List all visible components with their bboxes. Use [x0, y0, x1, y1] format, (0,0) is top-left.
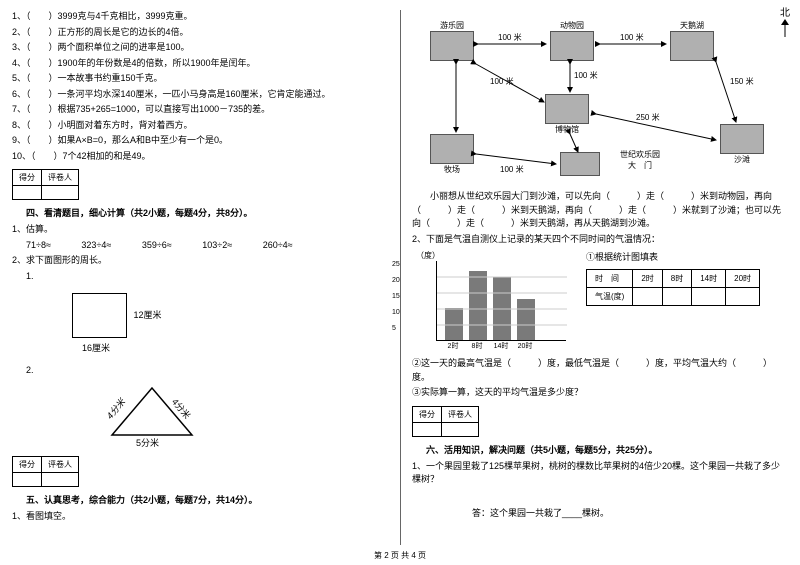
q2-label: 2、下面是气温自测仪上记录的某天四个不同时间的气温情况：	[412, 233, 788, 247]
estimate-item: 71÷8≈	[26, 240, 51, 250]
dist-label: 100 米	[500, 164, 524, 175]
judgment-item: 7、（ ）根据735+265=1000，可以直接写出1000－735的差。	[12, 103, 388, 117]
estimate-item: 260÷4≈	[263, 240, 293, 250]
judgment-item: 3、（ ）两个面积单位之间的进率是100。	[12, 41, 388, 55]
dist-label: 150 米	[730, 76, 754, 87]
square-figure: 12厘米 16厘米	[72, 293, 388, 354]
estimate-item: 323÷4≈	[81, 240, 111, 250]
ytick: 5	[392, 321, 400, 337]
map-question: 小丽想从世纪欢乐园大门到沙滩，可以先向（ ）走（ ）米到动物园，再向（ ）走（ …	[412, 190, 788, 231]
score-cell: 得分	[13, 170, 42, 186]
q6-1: 1、一个果园里栽了125棵苹果树，桃树的棵数比苹果树的4倍少20棵。这个果园一共…	[412, 460, 788, 487]
ytick: 15	[392, 289, 400, 305]
chart-q2: ②这一天的最高气温是（ ）度，最低气温是（ ）度，平均气温大约（ ）度。	[412, 357, 788, 384]
judgment-item: 8、（ ）小明面对着东方时，背对着西方。	[12, 119, 388, 133]
temp-cell: 8时	[662, 270, 691, 288]
temp-table: 时 间 2时 8时 14时 20时 气温(度)	[586, 269, 760, 306]
estimate-item: 359÷6≈	[142, 240, 172, 250]
compass-icon: 北	[778, 4, 792, 42]
temp-cell: 14时	[692, 270, 726, 288]
judgment-item: 1、（ ）3999克与4千克相比，3999克重。	[12, 10, 388, 24]
chart-title: ①根据统计图填表	[586, 250, 760, 263]
triangle-bottom-label: 5分米	[136, 436, 159, 449]
xtick: 20时	[516, 341, 534, 351]
map-diagram: 游乐园 动物园 天鹅湖 牧场 博物馆 沙滩 世纪欢乐园大 门 100 米 100…	[420, 14, 780, 184]
dist-label: 100 米	[490, 76, 514, 87]
square-bottom-label: 16厘米	[82, 341, 388, 354]
score-table: 得分评卷人	[12, 169, 79, 200]
judgment-item: 4、（ ）1900年的年份数是4的倍数，所以1900年是闰年。	[12, 57, 388, 71]
ytick: 20	[392, 273, 400, 289]
judgment-item: 6、（ ）一条河平均水深140厘米，一匹小马身高是160厘米，它肯定能通过。	[12, 88, 388, 102]
estimate-item: 103÷2≈	[202, 240, 232, 250]
score-table: 得分评卷人	[12, 456, 79, 487]
y-axis-label: （度）	[416, 250, 566, 261]
section4-title: 四、看清题目，细心计算（共2小题，每题4分，共8分）。	[26, 206, 388, 219]
sub-label-1: 1.	[26, 270, 388, 284]
q6-answer: 答：这个果园一共栽了____棵树。	[472, 507, 788, 521]
judgment-item: 5、（ ）一本故事书约重150千克。	[12, 72, 388, 86]
triangle-figure: 4分米 4分米 5分米	[92, 380, 212, 450]
chart-q3: ③实际算一算，这天的平均气温是多少度？	[412, 386, 788, 400]
ytick: 10	[392, 305, 400, 321]
grader-cell: 评卷人	[442, 406, 479, 422]
judgment-list: 1、（ ）3999克与4千克相比，3999克重。 2、（ ）正方形的周长是它的边…	[12, 10, 388, 163]
judgment-item: 10、（ ）7个42相加的和是49。	[12, 150, 388, 164]
dist-label: 100 米	[574, 70, 598, 81]
section5-title: 五、认真思考，综合能力（共2小题，每题7分，共14分）。	[26, 493, 388, 506]
square-right-label: 12厘米	[134, 310, 162, 320]
score-table: 得分评卷人	[412, 406, 479, 437]
section6-title: 六、活用知识，解决问题（共5小题，每题5分，共25分）。	[426, 443, 788, 456]
temp-cell: 20时	[726, 270, 760, 288]
xtick: 2时	[444, 341, 462, 351]
page-footer: 第 2 页 共 4 页	[0, 550, 800, 561]
estimate-row: 71÷8≈ 323÷4≈ 359÷6≈ 103÷2≈ 260÷4≈	[26, 239, 388, 253]
temp-cell: 时 间	[587, 270, 633, 288]
sub-label-2: 2.	[26, 364, 388, 378]
temp-cell: 2时	[633, 270, 662, 288]
score-cell: 得分	[13, 456, 42, 472]
grader-cell: 评卷人	[42, 456, 79, 472]
q4-1-label: 1、估算。	[12, 223, 388, 237]
dist-label: 100 米	[498, 32, 522, 43]
temp-cell: 气温(度)	[587, 288, 633, 306]
q5-1-label: 1、看图填空。	[12, 510, 388, 524]
xtick: 8时	[468, 341, 486, 351]
judgment-item: 9、（ ）如果A×B=0，那么A和B中至少有一个是0。	[12, 134, 388, 148]
dist-label: 100 米	[620, 32, 644, 43]
xtick: 14时	[492, 341, 510, 351]
ytick: 25	[392, 257, 400, 273]
score-cell: 得分	[413, 406, 442, 422]
dist-label: 250 米	[636, 112, 660, 123]
q4-2-label: 2、求下面图形的周长。	[12, 254, 388, 268]
grader-cell: 评卷人	[42, 170, 79, 186]
bar-chart: （度） 25 20 15 10 5	[412, 250, 566, 351]
judgment-item: 2、（ ）正方形的周长是它的边长的4倍。	[12, 26, 388, 40]
